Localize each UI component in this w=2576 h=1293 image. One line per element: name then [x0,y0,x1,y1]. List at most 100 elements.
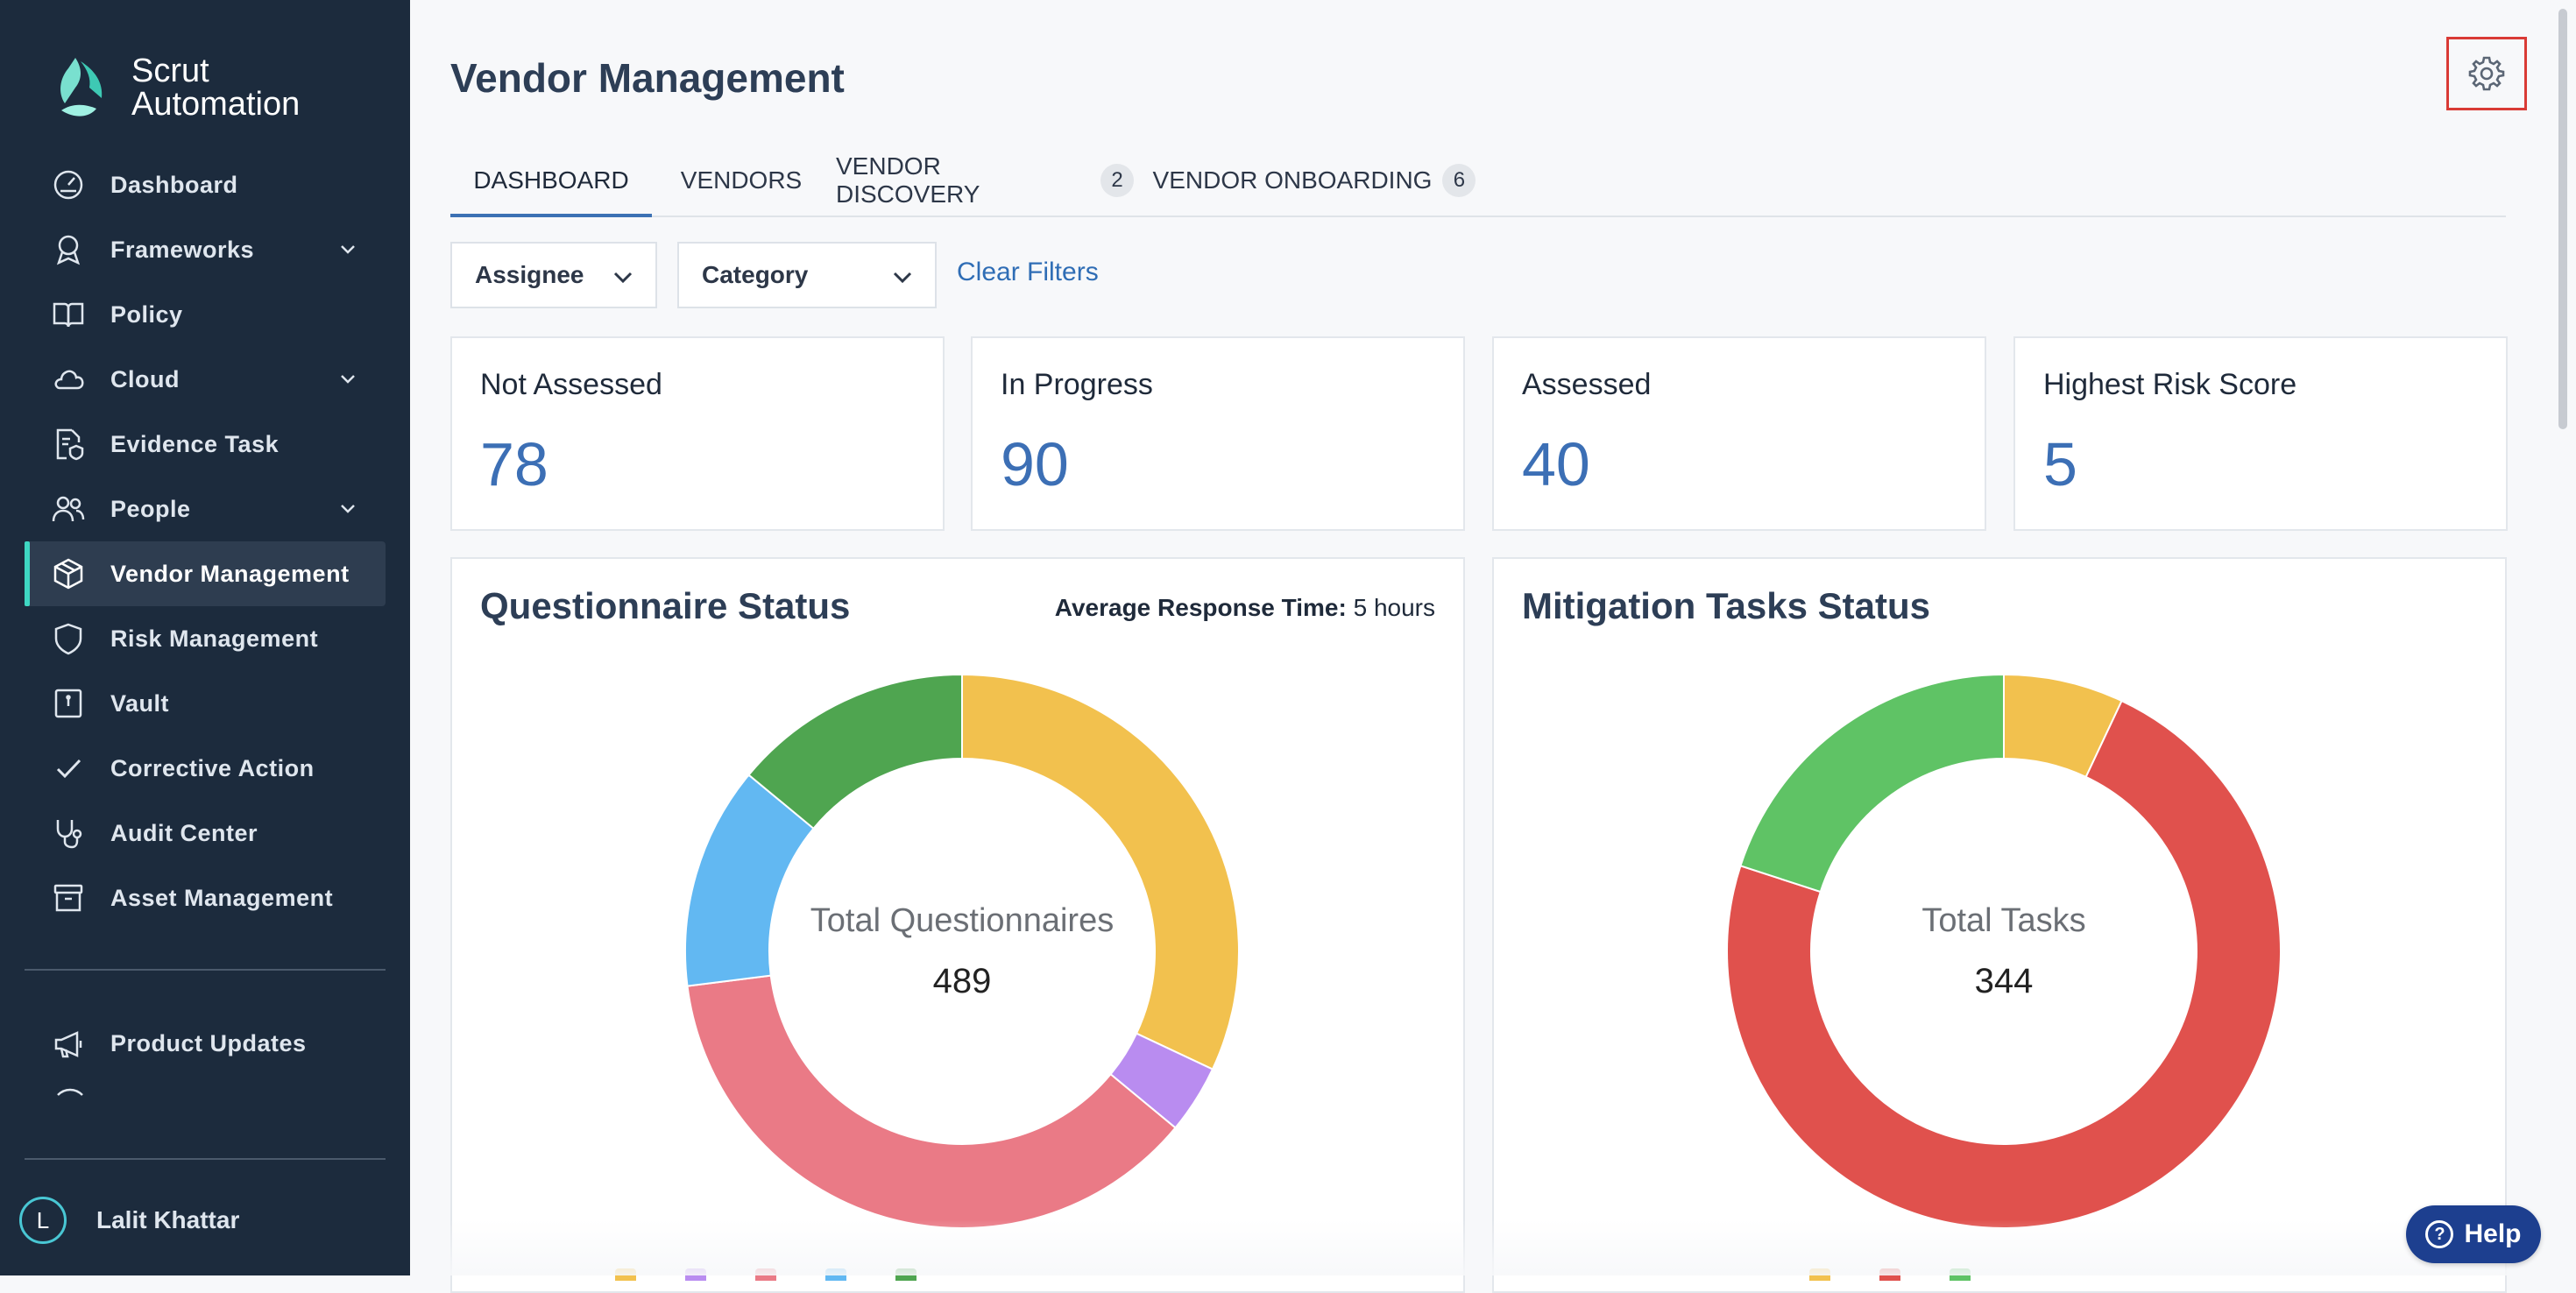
legend-swatch [615,1268,636,1281]
donut-slice[interactable] [686,974,1177,1229]
help-label: Help [2464,1219,2522,1248]
chevron-down-icon[interactable] [335,496,361,522]
sidebar-divider [25,1158,386,1160]
mitigation-donut-chart[interactable] [1725,673,2282,1230]
chevron-down-icon[interactable] [335,237,361,263]
tab-label: DASHBOARD [473,166,629,194]
legend-swatch [1950,1268,1971,1281]
sidebar-item-risk-management[interactable]: Risk Management [25,606,386,671]
sidebar-item-corrective-action[interactable]: Corrective Action [25,736,386,801]
category-filter-dropdown[interactable]: Category [677,242,937,308]
stat-label: Assessed [1522,368,1652,401]
sidebar-item-cloud[interactable]: Cloud [25,347,386,412]
sidebar-item-audit-center[interactable]: Audit Center [25,801,386,866]
sidebar-divider [25,969,386,971]
chevron-down-icon [893,272,912,284]
donut-slice[interactable] [1739,673,2005,894]
donut-slice[interactable] [747,673,963,830]
sidebar-item-label: Vault [110,689,170,717]
scrut-logo-icon [60,58,103,117]
tab-vendor-discovery[interactable]: VENDOR DISCOVERY 2 [836,145,1134,216]
chart-legend [1809,1268,1971,1281]
stat-card-in-progress[interactable]: In Progress 90 [971,336,1465,531]
sidebar-item-people[interactable]: People [25,477,386,541]
legend-swatch [1879,1268,1900,1281]
stat-value: 78 [480,430,548,498]
sidebar-item-vault[interactable]: Vault [25,671,386,736]
help-button[interactable]: ? Help [2406,1205,2541,1263]
question-mark-icon: ? [2425,1220,2454,1248]
brand-logo[interactable]: Scrut Automation [49,53,300,123]
stat-card-highest-risk-score[interactable]: Highest Risk Score 5 [2013,336,2508,531]
tab-label: VENDOR DISCOVERY [836,152,980,208]
megaphone-icon [51,1026,86,1061]
brand-line2: Automation [131,86,301,123]
settings-button[interactable] [2446,37,2527,110]
sidebar-item-evidence-task[interactable]: Evidence Task [25,412,386,477]
stat-card-assessed[interactable]: Assessed 40 [1492,336,1986,531]
sidebar-item-label: Frameworks [110,236,255,263]
box-icon [51,556,86,591]
legend-swatch [825,1268,846,1281]
stat-value: 5 [2043,430,2077,498]
average-response-time: Average Response Time: 5 hours [1055,594,1435,622]
user-name: Lalit Khattar [96,1206,240,1233]
chart-legend [615,1268,916,1281]
chevron-down-icon[interactable] [335,366,361,392]
count-badge: 6 [1442,164,1476,197]
stat-value: 40 [1522,430,1590,498]
donut-slice[interactable] [961,673,1240,1070]
open-book-icon [51,297,86,332]
page-scrollbar[interactable] [2551,0,2576,1275]
sidebar-nav: Dashboard Frameworks Policy Cloud [25,152,386,930]
questionnaire-status-panel: Questionnaire Status Average Response Ti… [450,557,1465,1293]
sidebar: Scrut Automation Dashboard Frameworks Po… [0,0,410,1275]
vault-icon [51,686,86,721]
assignee-filter-dropdown[interactable]: Assignee [450,242,657,308]
legend-swatch [1809,1268,1830,1281]
sidebar-item-product-updates[interactable]: Product Updates [25,1011,386,1076]
average-response-label: Average Response Time: [1054,594,1347,621]
user-profile[interactable]: L Lalit Khattar [19,1197,239,1244]
shield-icon [51,621,86,656]
sidebar-item-label: Vendor Management [110,560,350,587]
sidebar-secondary-nav: Product Updates [25,1011,386,1076]
sidebar-item-label: Dashboard [110,171,238,198]
award-ribbon-icon [51,232,86,267]
page-title: Vendor Management [450,55,845,101]
sidebar-item-asset-management[interactable]: Asset Management [25,866,386,930]
questionnaire-donut-chart[interactable] [683,673,1241,1230]
avatar[interactable]: L [19,1197,67,1244]
stat-value: 90 [1001,430,1069,498]
stat-card-not-assessed[interactable]: Not Assessed 78 [450,336,945,531]
sidebar-item-label: Audit Center [110,819,258,846]
sidebar-item-dashboard[interactable]: Dashboard [25,152,386,217]
average-response-value: 5 hours [1353,594,1435,621]
sidebar-item-label: Policy [110,300,183,328]
cloud-icon [51,362,86,397]
gear-icon [2468,56,2505,91]
tab-bar: DASHBOARD VENDORS VENDOR DISCOVERY 2 VEN… [450,145,2506,217]
sidebar-item-frameworks[interactable]: Frameworks [25,217,386,282]
sidebar-item-vendor-management[interactable]: Vendor Management [25,541,386,606]
legend-swatch [685,1268,706,1281]
tab-vendors[interactable]: VENDORS [661,145,822,216]
tab-vendor-onboarding[interactable]: VENDOR ONBOARDING 6 [1148,145,1481,216]
stat-label: Not Assessed [480,368,662,401]
brand-line1: Scrut [131,53,209,89]
sidebar-item-label: Cloud [110,365,180,392]
category-filter-label: Category [702,261,809,288]
legend-swatch [895,1268,916,1281]
tab-label: VENDOR ONBOARDING [1152,166,1433,194]
scrollbar-thumb[interactable] [2558,9,2567,429]
sidebar-item-label: Corrective Action [110,754,315,781]
dashboard-gauge-icon [51,167,86,202]
sidebar-item-label: Risk Management [110,625,319,652]
tab-dashboard[interactable]: DASHBOARD [450,145,652,217]
document-shield-icon [51,427,86,462]
partial-nav-icon [57,1088,83,1096]
donut-slice[interactable] [1726,699,2282,1229]
sidebar-item-policy[interactable]: Policy [25,282,386,347]
assignee-filter-label: Assignee [475,261,584,288]
clear-filters-link[interactable]: Clear Filters [957,258,1099,286]
